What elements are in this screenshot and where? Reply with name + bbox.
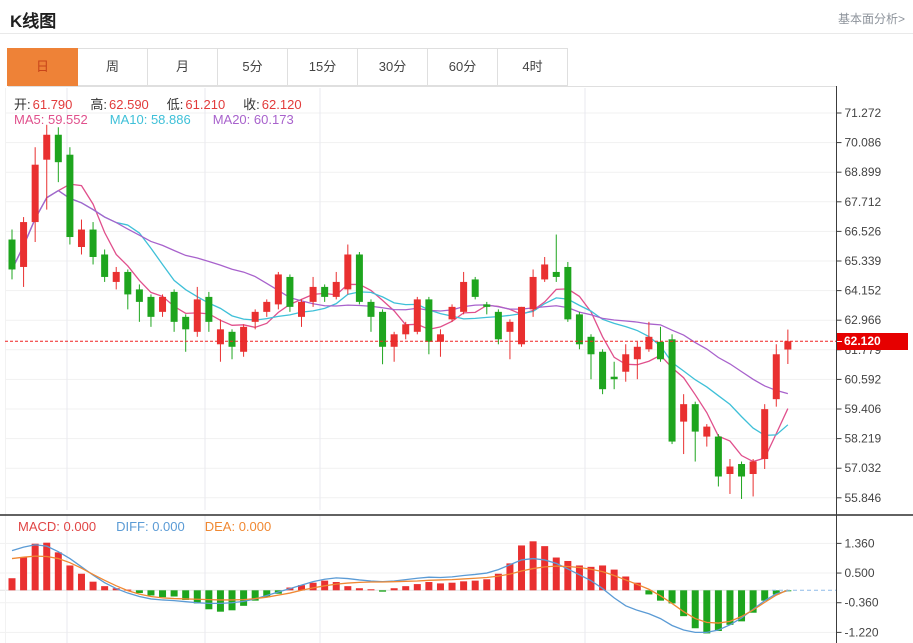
svg-text:64.152: 64.152 [845,284,882,298]
ohlc-low: 低: 61.210 [166,97,226,112]
svg-text:70.086: 70.086 [845,136,882,150]
svg-text:59.406: 59.406 [845,402,882,416]
tag-tick-mark [837,340,842,342]
ma10-value: MA10: 58.886 [109,112,191,127]
ohlc-open: 开: 61.790 [14,97,73,112]
ohlc-readout: 开: 61.790 高: 62.590 低: 61.210 收: 62.120 [14,94,302,113]
svg-text:67.712: 67.712 [845,195,882,209]
current-price-tag: 62.120 [837,332,908,350]
ohlc-close: 收: 62.120 [243,97,302,112]
svg-text:55.846: 55.846 [845,491,882,505]
svg-text:-0.360: -0.360 [845,596,879,610]
tab-day[interactable]: 日 [7,48,78,86]
svg-text:71.272: 71.272 [845,106,882,120]
svg-text:1.360: 1.360 [845,536,875,550]
tab-month[interactable]: 月 [147,48,218,86]
macd-value: MACD: 0.000 [18,519,97,534]
diff-value: DIFF: 0.000 [116,519,185,534]
ma5-value: MA5: 59.552 [14,112,88,127]
dea-value: DEA: 0.000 [204,519,272,534]
ma20-value: MA20: 60.173 [212,112,294,127]
page-title: K线图 [10,12,57,31]
fundamental-analysis-link[interactable]: 基本面分析> [837,12,905,26]
svg-text:-1.220: -1.220 [845,625,879,639]
svg-text:60.592: 60.592 [845,372,882,386]
svg-text:58.219: 58.219 [845,432,882,446]
period-tabbar: 日 周 月 5分 15分 30分 60分 4时 [7,48,568,86]
tab-4hour[interactable]: 4时 [497,48,568,86]
ma-readout: MA5: 59.552 MA10: 58.886 MA20: 60.173 [14,112,294,127]
tab-30min[interactable]: 30分 [357,48,428,86]
svg-text:65.339: 65.339 [845,254,882,268]
ohlc-high: 高: 62.590 [90,97,149,112]
svg-text:62.966: 62.966 [845,313,882,327]
title-divider [0,33,913,34]
svg-text:66.526: 66.526 [845,224,882,238]
tab-15min[interactable]: 15分 [287,48,358,86]
macd-readout: MACD: 0.000 DIFF: 0.000 DEA: 0.000 [18,519,271,534]
svg-text:0.500: 0.500 [845,566,875,580]
svg-text:68.899: 68.899 [845,165,882,179]
tab-5min[interactable]: 5分 [217,48,288,86]
tab-60min[interactable]: 60分 [427,48,498,86]
svg-text:57.032: 57.032 [845,461,882,475]
